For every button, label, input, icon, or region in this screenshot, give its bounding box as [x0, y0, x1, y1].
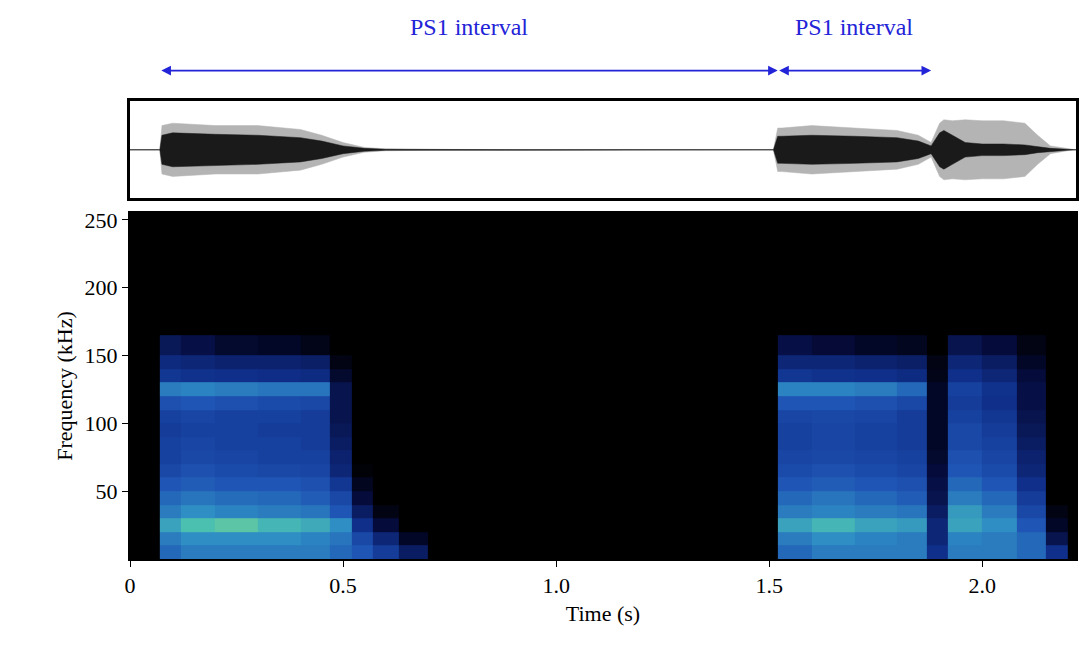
- svg-text:1.0: 1.0: [542, 573, 570, 598]
- svg-text:1.5: 1.5: [755, 573, 783, 598]
- svg-text:PS1 interval: PS1 interval: [795, 14, 913, 40]
- svg-text:250: 250: [85, 208, 118, 233]
- svg-text:2.0: 2.0: [969, 573, 997, 598]
- svg-text:0: 0: [125, 573, 136, 598]
- svg-text:150: 150: [85, 343, 118, 368]
- svg-text:200: 200: [85, 275, 118, 300]
- svg-text:PS1 interval: PS1 interval: [410, 14, 528, 40]
- svg-text:Time (s): Time (s): [566, 601, 640, 626]
- svg-text:Frequency (kHz): Frequency (kHz): [52, 311, 77, 461]
- svg-text:50: 50: [96, 479, 118, 504]
- svg-text:100: 100: [85, 411, 118, 436]
- svg-text:0.5: 0.5: [329, 573, 357, 598]
